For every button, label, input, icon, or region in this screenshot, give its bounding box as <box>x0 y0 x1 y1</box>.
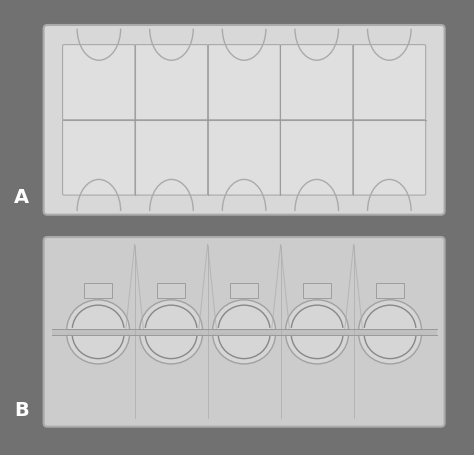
Wedge shape <box>140 334 202 364</box>
FancyBboxPatch shape <box>353 121 426 196</box>
Wedge shape <box>140 300 202 330</box>
FancyBboxPatch shape <box>135 121 208 196</box>
Text: B: B <box>14 399 29 419</box>
FancyBboxPatch shape <box>135 46 208 121</box>
Bar <box>52 329 437 335</box>
Wedge shape <box>67 334 129 364</box>
FancyBboxPatch shape <box>281 121 353 196</box>
Wedge shape <box>286 300 348 330</box>
FancyBboxPatch shape <box>281 46 353 121</box>
FancyBboxPatch shape <box>208 121 281 196</box>
Wedge shape <box>359 334 421 364</box>
FancyBboxPatch shape <box>44 26 445 215</box>
Wedge shape <box>67 300 129 330</box>
Bar <box>84 283 112 298</box>
Bar <box>230 283 258 298</box>
FancyBboxPatch shape <box>353 46 426 121</box>
Text: A: A <box>14 188 29 207</box>
FancyBboxPatch shape <box>63 121 135 196</box>
FancyBboxPatch shape <box>208 46 281 121</box>
FancyBboxPatch shape <box>44 238 445 427</box>
Wedge shape <box>286 334 348 364</box>
Bar <box>303 283 331 298</box>
Bar <box>376 283 404 298</box>
Bar <box>157 283 185 298</box>
Wedge shape <box>213 300 275 330</box>
Wedge shape <box>213 334 275 364</box>
Wedge shape <box>359 300 421 330</box>
FancyBboxPatch shape <box>63 46 135 121</box>
